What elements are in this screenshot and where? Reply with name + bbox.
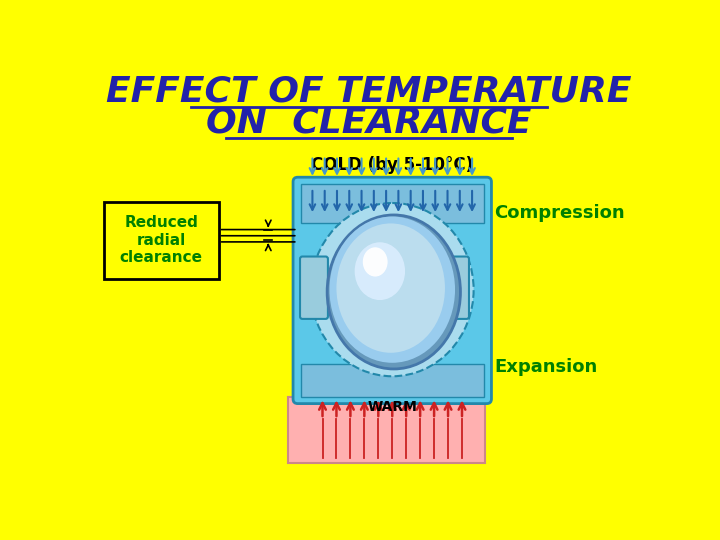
Ellipse shape: [355, 242, 405, 300]
FancyBboxPatch shape: [441, 256, 469, 319]
Bar: [301, 363, 484, 397]
Ellipse shape: [336, 224, 445, 353]
FancyBboxPatch shape: [293, 177, 492, 403]
Ellipse shape: [330, 217, 455, 363]
Ellipse shape: [327, 215, 461, 369]
Bar: [301, 184, 484, 222]
Bar: [287, 397, 485, 463]
Text: Reduced
radial
clearance: Reduced radial clearance: [120, 215, 203, 265]
FancyBboxPatch shape: [300, 256, 328, 319]
Text: EFFECT OF TEMPERATURE: EFFECT OF TEMPERATURE: [107, 75, 631, 109]
Text: Compression: Compression: [495, 204, 625, 221]
Bar: [104, 202, 219, 279]
Text: COLD (by 5-10°C): COLD (by 5-10°C): [311, 156, 473, 174]
Text: WARM: WARM: [367, 401, 417, 415]
Text: Expansion: Expansion: [495, 359, 598, 376]
Text: ON  CLEARANCE: ON CLEARANCE: [206, 105, 532, 139]
Ellipse shape: [311, 203, 474, 376]
Ellipse shape: [363, 247, 387, 276]
